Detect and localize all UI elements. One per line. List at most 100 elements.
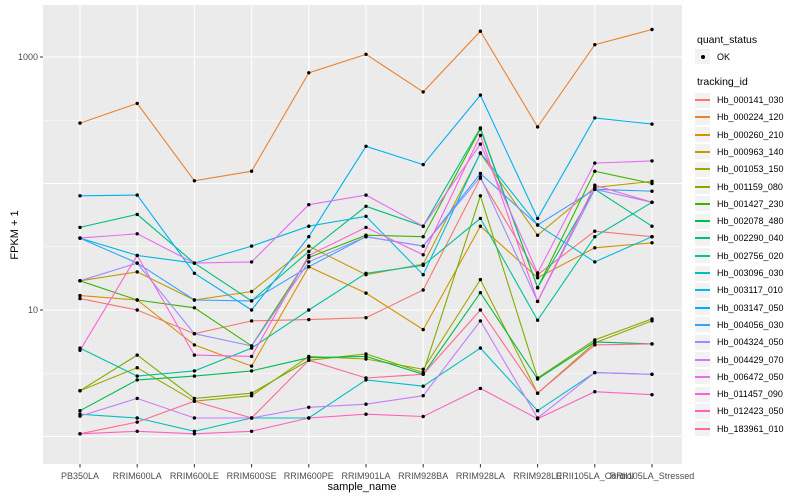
data-point <box>192 429 197 433</box>
data-point <box>192 271 197 275</box>
data-point <box>135 429 139 433</box>
data-point <box>78 236 82 240</box>
data-point <box>364 376 368 380</box>
data-point <box>421 235 425 239</box>
x-tick-label: RRIM600SE <box>227 471 277 481</box>
data-point <box>421 244 425 248</box>
data-point <box>307 308 311 312</box>
data-point <box>478 133 483 138</box>
x-axis-ticks: PB350LA RRIM600LA RRIM600LE RRIM600SE RRIM60… <box>61 464 694 481</box>
data-point <box>478 194 483 198</box>
data-point <box>478 29 483 33</box>
data-point <box>78 414 82 418</box>
data-point <box>192 432 197 436</box>
data-point <box>593 161 597 165</box>
y-axis-ticks: 10 1000 <box>18 52 43 315</box>
data-point <box>307 260 311 264</box>
x-tick-label: RRII105LA_Control <box>556 471 634 481</box>
data-point <box>650 27 654 32</box>
x-tick-label: RRIM928BA <box>398 471 448 481</box>
data-point <box>307 358 311 362</box>
data-point <box>364 144 368 148</box>
data-point <box>478 142 483 146</box>
data-point <box>478 126 483 130</box>
data-point <box>249 169 254 173</box>
data-point <box>478 346 483 350</box>
data-point <box>249 319 254 323</box>
data-point <box>421 414 425 419</box>
data-point <box>535 391 540 395</box>
data-point <box>421 253 425 257</box>
data-point <box>364 225 368 230</box>
data-point <box>593 343 597 347</box>
data-point <box>307 405 311 409</box>
data-point <box>135 101 139 106</box>
data-point <box>421 224 425 228</box>
data-point <box>192 374 197 378</box>
data-point <box>650 241 654 245</box>
data-point <box>78 293 82 298</box>
data-point <box>535 409 540 413</box>
data-point <box>192 396 197 401</box>
data-point <box>249 391 254 395</box>
data-point <box>192 416 197 420</box>
data-point <box>535 216 540 221</box>
x-tick-label: RRIM901LA <box>341 471 390 481</box>
data-point <box>421 367 425 371</box>
data-point <box>364 291 368 295</box>
data-point <box>249 308 254 312</box>
data-point <box>192 261 197 265</box>
data-point <box>307 253 311 258</box>
data-point <box>650 317 654 321</box>
data-point <box>593 169 597 173</box>
data-point <box>135 261 139 265</box>
data-point <box>364 52 368 56</box>
data-point <box>535 233 540 237</box>
data-point <box>593 229 597 233</box>
data-point <box>364 271 368 275</box>
data-point <box>135 212 139 217</box>
data-point <box>650 235 654 239</box>
data-point <box>364 354 368 359</box>
data-point <box>650 393 654 397</box>
data-point <box>78 194 82 198</box>
data-point <box>478 93 483 97</box>
data-point <box>650 189 654 193</box>
data-point <box>478 308 483 312</box>
data-point <box>421 384 425 388</box>
data-point <box>535 125 540 129</box>
data-point <box>135 353 139 357</box>
data-point <box>135 378 139 382</box>
data-point <box>78 225 82 230</box>
data-point <box>364 357 368 361</box>
data-point <box>135 366 139 370</box>
data-point <box>135 253 139 258</box>
data-point <box>593 235 597 239</box>
data-point <box>421 394 425 398</box>
data-point <box>593 390 597 394</box>
data-point <box>135 416 139 420</box>
data-point <box>478 386 483 391</box>
data-point <box>421 263 425 268</box>
data-point <box>364 204 368 208</box>
data-point <box>535 318 540 322</box>
data-point <box>307 416 311 420</box>
data-point <box>535 377 540 381</box>
data-point <box>78 296 82 301</box>
data-point <box>593 340 597 344</box>
data-point <box>421 327 425 332</box>
x-tick-label: RRIM928LE <box>513 471 562 481</box>
data-point <box>593 370 597 375</box>
data-point <box>307 249 311 254</box>
data-point <box>249 354 254 359</box>
data-point <box>249 416 254 420</box>
data-point <box>307 203 311 207</box>
data-point <box>535 276 540 280</box>
data-point <box>478 277 483 282</box>
data-point <box>650 372 654 376</box>
x-tick-label: RRII105LA_Stressed <box>610 471 695 481</box>
data-point <box>535 271 540 275</box>
y-tick-label: 10 <box>28 305 38 315</box>
data-point <box>650 200 654 204</box>
